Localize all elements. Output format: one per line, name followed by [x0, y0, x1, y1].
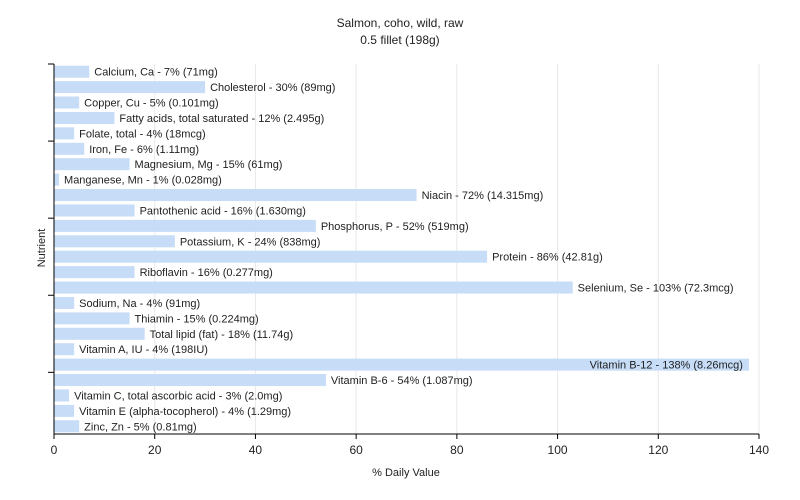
- x-tick-label-4: 80: [450, 443, 464, 457]
- bar-20: [54, 374, 326, 387]
- bar-label-23: Zinc, Zn - 5% (0.81mg): [84, 421, 196, 433]
- bar-10: [54, 219, 316, 232]
- bar-4: [54, 127, 75, 140]
- bar-0: [54, 65, 90, 78]
- y-axis-label: Nutrient: [36, 229, 48, 268]
- bar-15: [54, 296, 75, 309]
- bar-label-22: Vitamin E (alpha-tocopherol) - 4% (1.29m…: [79, 406, 291, 418]
- bar-21: [54, 389, 70, 402]
- bar-label-4: Folate, total - 4% (18mcg): [79, 128, 206, 140]
- bar-6: [54, 158, 130, 171]
- x-tick-label-1: 20: [148, 443, 162, 457]
- bar-label-3: Fatty acids, total saturated - 12% (2.49…: [119, 113, 324, 125]
- bar-19: [54, 358, 749, 371]
- x-axis-label: % Daily Value: [372, 467, 440, 479]
- x-tick-label-2: 40: [249, 443, 263, 457]
- x-tick-labels: 0 20 40 60 80 100 120 140: [51, 443, 770, 457]
- bar-label-16: Thiamin - 15% (0.224mg): [135, 313, 259, 325]
- bar-16: [54, 312, 130, 325]
- bar-label-19: Vitamin B-12 - 138% (8.26mcg): [590, 360, 743, 372]
- bar-7: [54, 173, 60, 186]
- grid-lines: [154, 64, 760, 434]
- bar-1: [54, 81, 206, 94]
- bar-label-6: Magnesium, Mg - 15% (61mg): [135, 159, 283, 171]
- bar-9: [54, 204, 135, 217]
- bar-label-15: Sodium, Na - 4% (91mg): [79, 298, 200, 310]
- x-tick-label-0: 0: [51, 443, 58, 457]
- bar-label-13: Riboflavin - 16% (0.277mg): [140, 267, 273, 279]
- bar-label-8: Niacin - 72% (14.315mg): [422, 190, 544, 202]
- bar-label-1: Cholesterol - 30% (89mg): [210, 82, 335, 94]
- bar-label-0: Calcium, Ca - 7% (71mg): [94, 67, 217, 79]
- bar-17: [54, 327, 145, 340]
- x-tick-label-7: 140: [749, 443, 769, 457]
- bar-23: [54, 420, 80, 433]
- bar-11: [54, 235, 175, 248]
- bar-label-18: Vitamin A, IU - 4% (198IU): [79, 344, 208, 356]
- bar-label-17: Total lipid (fat) - 18% (11.74g): [150, 329, 293, 341]
- bar-label-11: Potassium, K - 24% (838mg): [180, 236, 321, 248]
- bar-2: [54, 96, 80, 109]
- bar-5: [54, 142, 85, 155]
- bar-label-10: Phosphorus, P - 52% (519mg): [321, 221, 469, 233]
- bar-3: [54, 111, 115, 124]
- bars: Calcium, Ca - 7% (71mg) Cholesterol - 30%…: [54, 65, 749, 433]
- x-tick-label-5: 100: [548, 443, 568, 457]
- bar-18: [54, 343, 75, 356]
- x-tick-label-3: 60: [349, 443, 363, 457]
- x-tick-label-6: 120: [648, 443, 668, 457]
- bar-13: [54, 266, 135, 279]
- bar-12: [54, 250, 488, 263]
- chart-title: Salmon, coho, wild, raw: [337, 16, 464, 30]
- bar-14: [54, 281, 573, 294]
- bar-8: [54, 189, 417, 202]
- bar-label-9: Pantothenic acid - 16% (1.630mg): [140, 205, 306, 217]
- bar-22: [54, 404, 75, 417]
- bar-label-14: Selenium, Se - 103% (72.3mcg): [578, 283, 734, 295]
- bar-label-21: Vitamin C, total ascorbic acid - 3% (2.0…: [74, 390, 282, 402]
- bar-label-5: Iron, Fe - 6% (1.11mg): [89, 144, 199, 156]
- bar-label-20: Vitamin B-6 - 54% (1.087mg): [331, 375, 473, 387]
- axes: [48, 63, 760, 439]
- bar-label-2: Copper, Cu - 5% (0.101mg): [84, 98, 219, 110]
- bar-label-12: Protein - 86% (42.81g): [492, 252, 603, 264]
- bar-label-7: Manganese, Mn - 1% (0.028mg): [64, 175, 222, 187]
- chart-subtitle: 0.5 fillet (198g): [360, 33, 439, 47]
